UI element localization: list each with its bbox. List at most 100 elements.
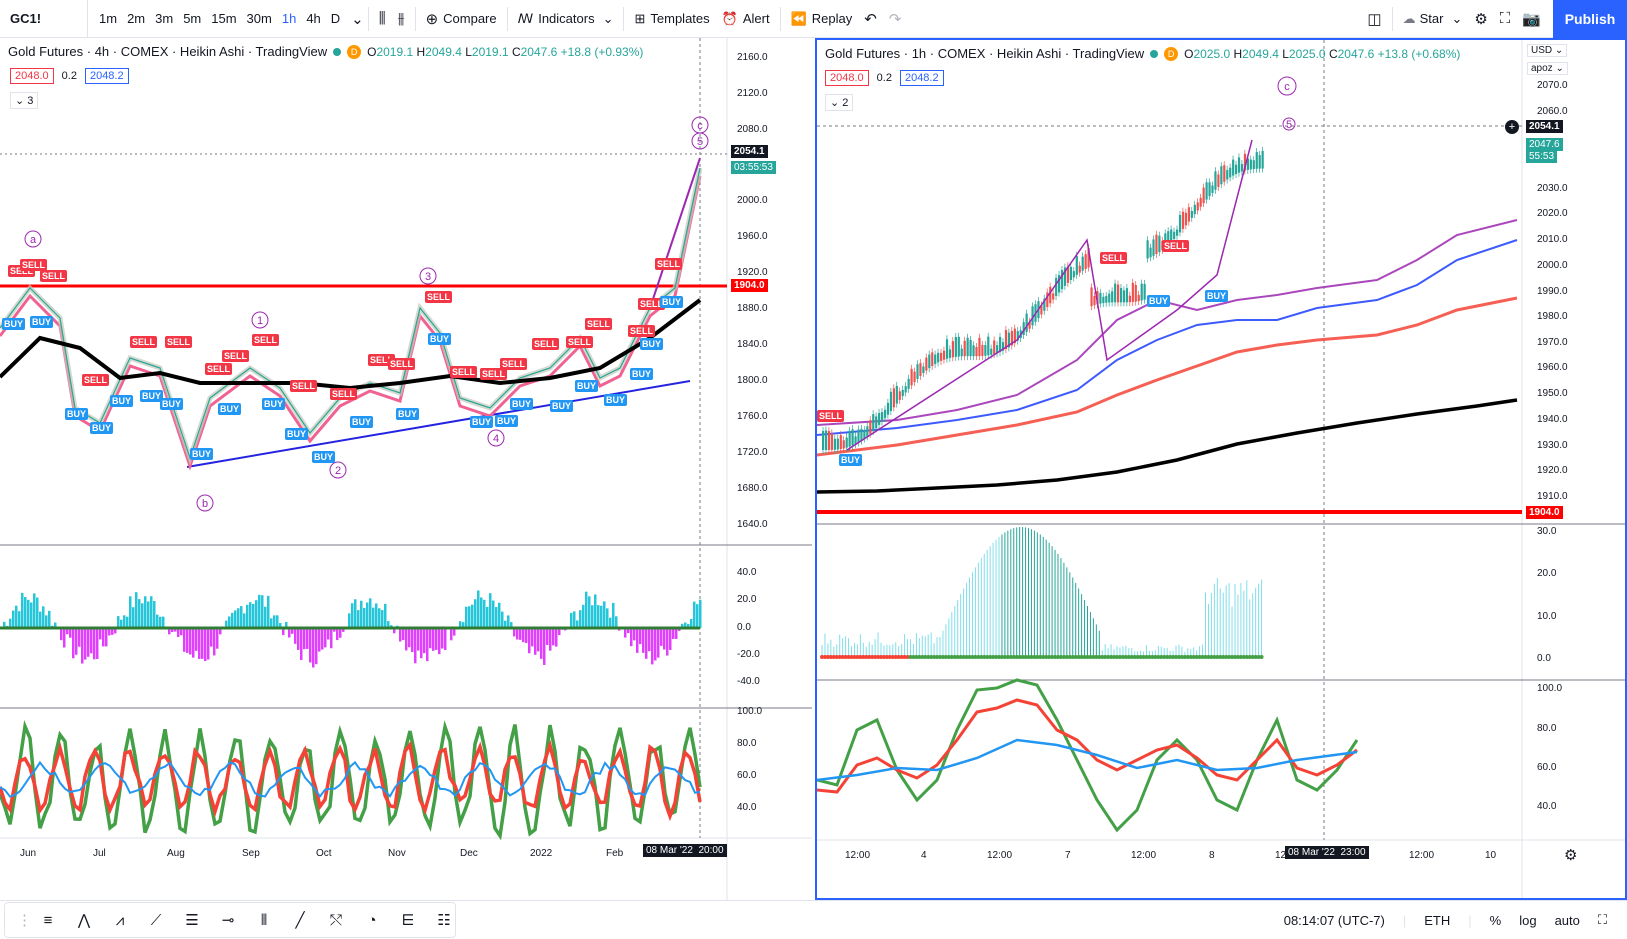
- candle: [1043, 298, 1046, 311]
- indicator-collapse-button[interactable]: ⌄ 2: [825, 94, 854, 111]
- candle: [875, 416, 878, 429]
- osc-dot: [1053, 655, 1058, 659]
- auto-toggle[interactable]: auto: [1554, 912, 1580, 928]
- gear-icon[interactable]: ⚙: [1474, 10, 1488, 28]
- osc-bar: [582, 604, 585, 628]
- undo-icon[interactable]: ↶: [864, 10, 877, 28]
- candle: [839, 435, 842, 450]
- drag-handle-icon[interactable]: ⋮: [17, 912, 32, 929]
- arc-icon[interactable]: ◔: [367, 911, 377, 929]
- trend-line-icon[interactable]: ⟋: [150, 911, 162, 929]
- buy-price[interactable]: 2048.2: [84, 68, 129, 84]
- parallel-channel-icon[interactable]: ⋿: [401, 912, 415, 929]
- candle: [1214, 171, 1217, 190]
- ma-purple-line: [817, 219, 1518, 426]
- interval-D[interactable]: D: [330, 11, 341, 26]
- elliott-wave-icon[interactable]: ⩘: [115, 911, 125, 929]
- right-chart-svg[interactable]: c5: [817, 40, 1625, 898]
- wave-circle: [24, 230, 42, 248]
- osc-bar: [60, 628, 63, 641]
- fullscreen-icon[interactable]: ⛶: [1499, 10, 1511, 27]
- indicators-button[interactable]: ꟿ Indicators ⌄: [512, 0, 620, 38]
- list-icon[interactable]: ☷: [437, 912, 451, 929]
- osc-dot: [1165, 655, 1170, 659]
- buy-price[interactable]: 2048.2: [899, 70, 944, 86]
- candle-style-icon[interactable]: ⫵: [397, 10, 405, 27]
- rsi-tick-label: 40.0: [737, 802, 757, 813]
- add-alert-icon[interactable]: +: [1505, 120, 1519, 134]
- interval-3m[interactable]: 3m: [155, 11, 174, 26]
- osc-bar: [111, 628, 114, 635]
- plus-circle-icon: ⊕: [425, 10, 439, 28]
- interval-15m[interactable]: 15m: [211, 11, 237, 26]
- publish-button[interactable]: Publish: [1553, 0, 1627, 38]
- bar-style-icon[interactable]: ⫼: [378, 10, 386, 27]
- log-toggle[interactable]: log: [1519, 912, 1537, 928]
- fib-icon[interactable]: ☰: [185, 912, 199, 929]
- chevron-down-icon[interactable]: ⌄: [351, 10, 364, 28]
- interval-30m[interactable]: 30m: [246, 11, 272, 26]
- interval-2m[interactable]: 2m: [127, 11, 146, 26]
- unit-select[interactable]: apoz ⌄: [1527, 62, 1568, 75]
- compare-button[interactable]: ⊕ Compare: [420, 0, 503, 38]
- interval-1m[interactable]: 1m: [99, 11, 118, 26]
- interval-4h[interactable]: 4h: [306, 11, 321, 26]
- osc-dot: [1082, 655, 1087, 659]
- currency-select[interactable]: USD ⌄: [1527, 44, 1568, 57]
- time-tick-label: Feb: [606, 848, 624, 859]
- replay-button[interactable]: ⏪ Replay: [785, 0, 859, 38]
- candle: [916, 364, 919, 379]
- osc-bar: [414, 628, 417, 664]
- sell-signal-label: SELL: [222, 350, 250, 362]
- interval-list: 1m 2m 3m 5m 15m 30m 1h 4h D: [88, 0, 351, 38]
- close-value: 2047.6: [520, 44, 558, 59]
- pattern-icon[interactable]: ⋀: [77, 912, 91, 929]
- bars-pattern-icon[interactable]: ⫴: [260, 911, 268, 929]
- wave-circle: [691, 132, 709, 150]
- left-chart-svg[interactable]: a b c 3 5 1 2 4: [0, 38, 812, 900]
- osc-bar: [402, 628, 405, 640]
- candle: [1237, 157, 1241, 173]
- camera-icon[interactable]: 📷: [1522, 10, 1541, 28]
- osc-dot: [1250, 655, 1255, 659]
- bid-ask[interactable]: 2048.0 0.2 2048.2: [10, 68, 129, 84]
- osc-dot: [1197, 655, 1202, 659]
- horizontal-line-icon[interactable]: ⊸: [221, 912, 235, 929]
- line-icon[interactable]: ╱: [295, 912, 305, 929]
- gear-icon[interactable]: ⚙: [1564, 847, 1578, 864]
- high-value: 2049.4: [425, 44, 462, 59]
- layout-icon[interactable]: ◫: [1367, 10, 1382, 28]
- candle: [898, 391, 901, 400]
- candle: [925, 357, 928, 371]
- candle: [1049, 286, 1052, 304]
- alert-button[interactable]: ⏰ Alert: [716, 0, 776, 38]
- star-button[interactable]: ☁ Star ⌄: [1397, 0, 1469, 38]
- xabcd-icon[interactable]: ⤲: [329, 911, 342, 929]
- osc-bar: [84, 628, 87, 660]
- symbol-search[interactable]: GC1!: [0, 0, 88, 38]
- menu-icon[interactable]: ≡: [43, 911, 53, 929]
- templates-button[interactable]: ⊞ Templates: [628, 0, 715, 38]
- session-toggle[interactable]: ETH: [1424, 912, 1451, 928]
- sell-price[interactable]: 2048.0: [10, 68, 54, 84]
- level-tag: 1904.0: [731, 279, 768, 292]
- chart-pane-left[interactable]: a b c 3 5 1 2 4 Gold Futures · 4h · COMEX · Hei…: [0, 38, 812, 900]
- indicator-collapse-button[interactable]: ⌄ 3: [10, 92, 39, 109]
- candle: [913, 371, 916, 383]
- candle: [1205, 182, 1208, 200]
- price-tick-label: 2030.0: [1537, 183, 1568, 194]
- interval-1h[interactable]: 1h: [281, 11, 297, 26]
- bid-ask[interactable]: 2048.0 0.2 2048.2: [825, 70, 944, 86]
- osc-bar: [159, 616, 162, 628]
- interval-5m[interactable]: 5m: [183, 11, 202, 26]
- buy-signal-label: BUY: [1205, 290, 1229, 302]
- percent-toggle[interactable]: %: [1489, 912, 1502, 928]
- wave-text: b: [202, 498, 208, 510]
- open-value: 2025.0: [1193, 46, 1231, 61]
- clock[interactable]: 08:14:07 (UTC-7): [1283, 912, 1385, 928]
- sell-price[interactable]: 2048.0: [825, 70, 869, 86]
- redo-icon[interactable]: ↷: [888, 10, 902, 28]
- candle: [1087, 247, 1090, 268]
- fullscreen-icon[interactable]: ⛶: [1597, 912, 1607, 927]
